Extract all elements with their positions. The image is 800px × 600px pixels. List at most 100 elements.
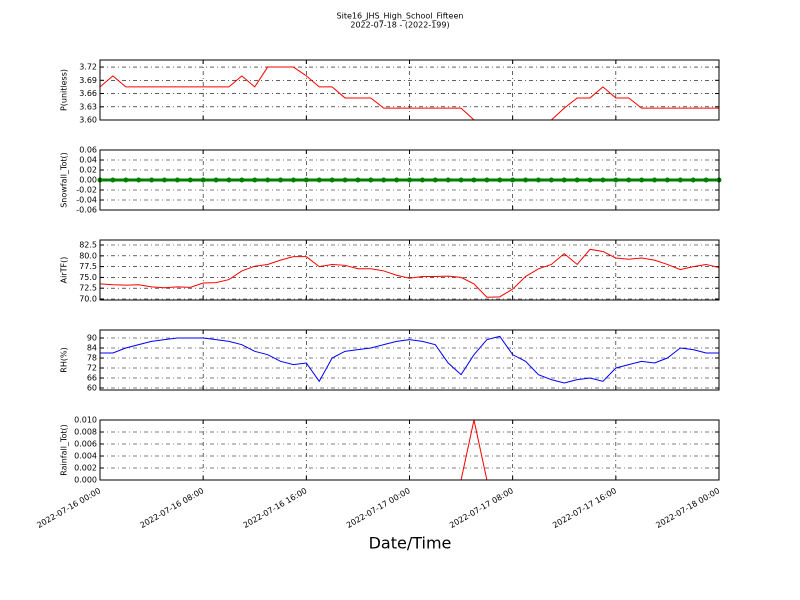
data-point	[471, 177, 477, 183]
y-axis-label: Rainfall_Tot()	[60, 424, 69, 476]
y-axis-label: P(unitless)	[60, 69, 69, 111]
data-point	[458, 177, 464, 183]
y-tick-label: 82.5	[79, 241, 97, 250]
data-point	[149, 177, 155, 183]
y-tick-label: 77.5	[79, 262, 97, 271]
data-point	[613, 177, 619, 183]
chart-title: Site16_JHS_High_School_Fifteen	[337, 12, 464, 21]
y-tick-label: 3.60	[79, 116, 97, 125]
data-point	[252, 177, 258, 183]
x-tick-label: 2022-07-17 08:00	[448, 486, 515, 530]
data-point	[265, 177, 271, 183]
y-tick-label: 0.010	[74, 416, 97, 425]
data-point	[123, 177, 129, 183]
data-line	[99, 66, 719, 121]
data-point	[290, 177, 296, 183]
plot-frame	[99, 239, 720, 301]
plot-frame	[99, 149, 720, 211]
y-tick-label: 0.02	[79, 166, 97, 175]
data-point	[316, 177, 322, 183]
y-tick-label: 0.006	[74, 440, 97, 449]
y-tick-label: 3.69	[79, 76, 97, 85]
y-tick-label: 66	[87, 374, 97, 383]
data-point	[535, 177, 541, 183]
data-point	[652, 177, 658, 183]
chart-subtitle: 2022-07-18 - (2022-199)	[350, 21, 449, 30]
y-tick-label: 78	[87, 354, 97, 363]
data-point	[626, 177, 632, 183]
data-point	[664, 177, 670, 183]
data-point	[161, 177, 167, 183]
data-point	[600, 177, 606, 183]
data-point	[445, 177, 451, 183]
y-tick-label: 0.00	[79, 176, 97, 185]
y-tick-label: 70.0	[79, 295, 97, 304]
data-point	[677, 177, 683, 183]
y-tick-label: 3.72	[79, 63, 97, 72]
y-axis-label: Snowfall_Tot()	[60, 152, 69, 208]
y-axis-label: AirTF()	[60, 257, 69, 284]
data-point	[510, 177, 516, 183]
data-point	[303, 177, 309, 183]
y-tick-label: 3.66	[79, 89, 97, 98]
data-point	[239, 177, 245, 183]
y-tick-label: 72.5	[79, 284, 97, 293]
data-point	[278, 177, 284, 183]
y-tick-label: 84	[87, 344, 97, 353]
y-tick-label: 0.06	[79, 146, 97, 155]
data-point	[381, 177, 387, 183]
data-point	[419, 177, 425, 183]
data-point	[213, 177, 219, 183]
data-point	[355, 177, 361, 183]
data-point	[226, 177, 232, 183]
data-point	[484, 177, 490, 183]
y-tick-label: -0.02	[76, 186, 97, 195]
x-axis-label: Date/Time	[369, 534, 452, 553]
y-tick-label: 3.63	[79, 102, 97, 111]
x-tick-label: 2022-07-16 16:00	[242, 486, 309, 530]
y-tick-label: 0.004	[74, 452, 97, 461]
data-point	[432, 177, 438, 183]
data-point	[187, 177, 193, 183]
data-line	[99, 248, 720, 298]
y-tick-label: -0.04	[76, 196, 97, 205]
data-point	[497, 177, 503, 183]
data-point	[548, 177, 554, 183]
data-point	[136, 177, 142, 183]
data-point	[703, 177, 709, 183]
y-tick-label: 0.000	[74, 476, 97, 485]
y-tick-label: 90	[87, 334, 97, 343]
data-point	[587, 177, 593, 183]
x-tick-label: 2022-07-16 00:00	[35, 486, 102, 530]
y-tick-label: 60	[87, 384, 97, 393]
y-tick-label: 80.0	[79, 251, 97, 260]
data-point	[690, 177, 696, 183]
data-point	[407, 177, 412, 183]
y-tick-label: 75.0	[79, 273, 97, 282]
data-point	[574, 177, 580, 183]
plot-frame	[99, 419, 720, 481]
data-point	[523, 177, 529, 183]
data-point	[110, 177, 116, 183]
data-line	[100, 335, 719, 384]
y-tick-label: 0.008	[74, 428, 97, 437]
data-point	[200, 177, 206, 183]
y-tick-label: -0.06	[76, 206, 97, 215]
x-tick-label: 2022-07-17 00:00	[345, 486, 412, 530]
plot-frame	[99, 59, 720, 121]
data-point	[368, 177, 374, 183]
data-point	[342, 177, 348, 183]
y-tick-label: 72	[87, 364, 97, 373]
data-point	[561, 177, 567, 183]
y-tick-label: 0.04	[79, 156, 97, 165]
data-point	[394, 177, 400, 183]
y-axis-label: RH(%)	[60, 347, 69, 372]
x-tick-label: 2022-07-18 00:00	[654, 486, 721, 530]
data-point	[639, 177, 645, 183]
plot-frame	[99, 329, 720, 391]
x-tick-label: 2022-07-16 08:00	[138, 486, 205, 530]
x-tick-label: 2022-07-17 16:00	[551, 486, 618, 530]
data-point	[329, 177, 335, 183]
